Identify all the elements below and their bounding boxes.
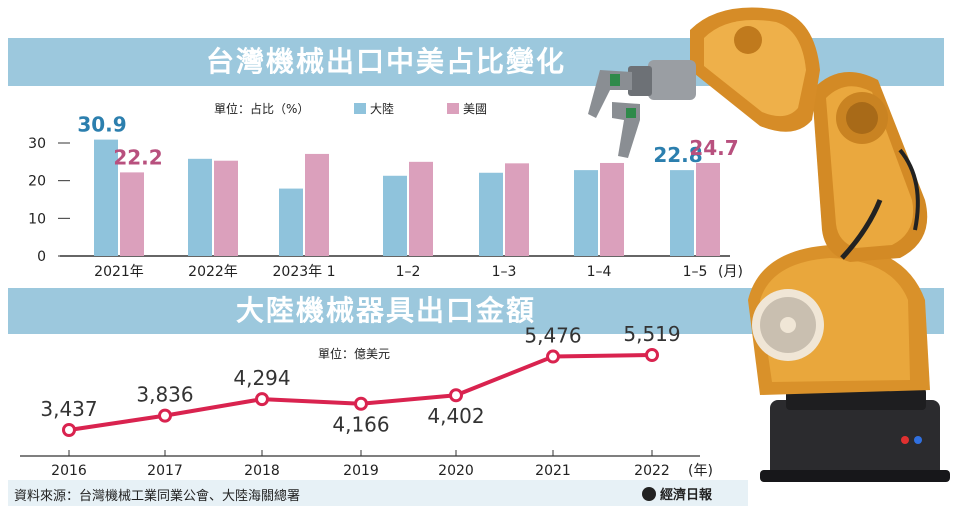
source-note: 資料來源：台灣機械工業同業公會、大陸海關總署: [14, 489, 301, 504]
line-category-label: 2022: [634, 463, 670, 479]
bar-usa-5: [600, 162, 624, 256]
bar-chart-title: 台灣機械出口中美占比變化: [205, 45, 566, 78]
bar-mainland-0: [94, 139, 118, 256]
bar-usa-4: [505, 163, 529, 256]
bar-mainland-1: [188, 158, 212, 256]
line-unit-label: 單位：億美元: [318, 346, 390, 361]
robot-arm-illustration: [588, 7, 950, 482]
bar-mainland-2: [279, 188, 303, 256]
bar-y-tick-label: 0: [37, 249, 46, 265]
bar-category-label: 2021年: [94, 264, 144, 280]
bar-y-tick-label: 30: [28, 136, 46, 152]
bar-category-label: 1–3: [492, 264, 517, 280]
bar-category-label: 1–2: [396, 264, 421, 280]
bar-category-label: 2023年 1: [273, 264, 336, 280]
bar-data-label: 22.8: [653, 143, 702, 167]
footer-bar: [8, 480, 748, 506]
line-point-2021: [546, 349, 560, 364]
bar-mainland-4: [479, 172, 503, 256]
line-category-label: 2020: [438, 463, 474, 479]
bar-unit-label: 單位：占比（%）: [214, 101, 309, 116]
bar-x-unit: (月): [718, 264, 743, 280]
legend-label-0: 大陸: [370, 102, 394, 116]
line-point-2022: [645, 348, 659, 362]
line-point-2016: [62, 423, 76, 437]
line-point-2018: [255, 392, 269, 407]
bar-category-label: 1–5: [683, 264, 708, 280]
line-category-label: 2016: [51, 463, 87, 479]
line-point-2019: [354, 396, 368, 411]
bar-data-label: 30.9: [77, 113, 126, 137]
bar-usa-6: [696, 162, 720, 256]
bar-mainland-3: [383, 175, 407, 256]
line-category-label: 2021: [535, 463, 571, 479]
bar-mainland-5: [574, 170, 598, 256]
bar-category-label: 2022年: [188, 264, 238, 280]
bar-usa-1: [214, 160, 238, 256]
line-chart-title: 大陸機械器具出口金額: [235, 294, 536, 327]
legend-swatch-0: [354, 103, 366, 114]
line-data-label: 3,437: [40, 397, 97, 421]
bar-y-tick-label: 20: [28, 174, 46, 190]
line-data-label: 5,476: [524, 324, 581, 348]
bar-category-label: 1–4: [587, 264, 612, 280]
line-category-label: 2019: [343, 463, 379, 479]
bar-mainland-6: [670, 170, 694, 256]
brand-logo-icon: [642, 487, 656, 501]
line-point-2020: [449, 388, 463, 403]
bar-y-tick-label: 10: [28, 211, 46, 227]
line-data-label: 4,402: [427, 404, 484, 428]
bar-usa-3: [409, 161, 433, 256]
bar-data-label: 24.7: [689, 136, 738, 160]
brand-mark: 經濟日報: [642, 484, 712, 503]
legend-swatch-1: [447, 103, 459, 114]
line-x-unit: (年): [688, 463, 713, 479]
line-point-2017: [158, 408, 172, 423]
line-chart: 3,437 3,836 4,294 4,166 4,402 5,476 5,519 2016 2…: [20, 322, 713, 479]
line-data-label: 3,836: [136, 383, 193, 407]
bar-chart: 0 10 20 30 2021年 2022年 2023年 1 1–2 1–3 1–4 1–5 (月) 3…: [28, 101, 743, 280]
brand-name: 經濟日報: [660, 488, 713, 503]
line-data-label: 4,166: [332, 413, 389, 437]
legend-label-1: 美國: [463, 102, 487, 116]
bar-usa-0: [120, 172, 144, 256]
bar-usa-2: [305, 153, 329, 256]
line-category-label: 2017: [147, 463, 183, 479]
line-data-label: 5,519: [623, 322, 680, 346]
line-data-label: 4,294: [233, 366, 290, 390]
bar-data-label: 22.2: [113, 145, 162, 169]
line-category-label: 2018: [244, 463, 280, 479]
